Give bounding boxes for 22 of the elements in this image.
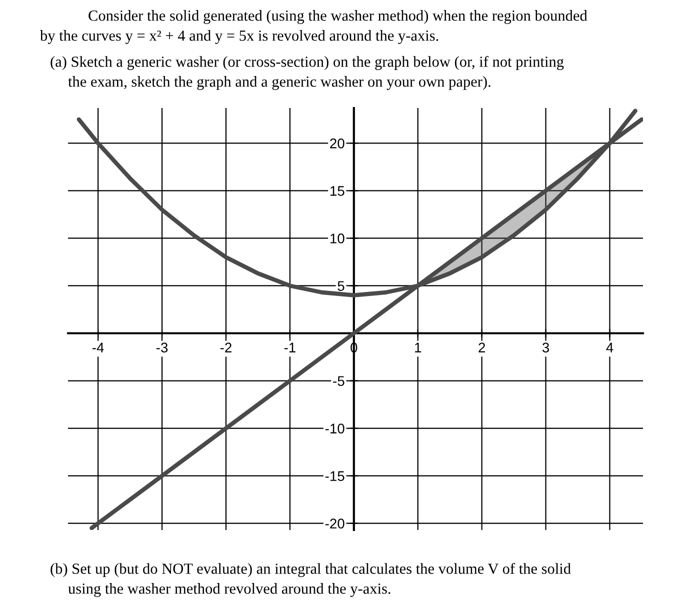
x-tick-label: 1 bbox=[415, 342, 422, 352]
y-tick-label: -10 bbox=[325, 424, 344, 434]
x-tick-label: 3 bbox=[542, 342, 550, 352]
text: by the curves y = x² + 4 and y = 5x is revolved around the y-axis. bbox=[40, 30, 438, 44]
y-tick-label: 5 bbox=[338, 281, 344, 291]
x-tick-label: -1 bbox=[284, 342, 296, 352]
x-tick-label: 4 bbox=[606, 342, 614, 352]
x-tick-label: -4 bbox=[92, 342, 104, 352]
y-tick-label: -5 bbox=[333, 376, 344, 386]
y-tick-label: -20 bbox=[325, 518, 344, 529]
text: using the washer method revolved around the y-axis. bbox=[68, 583, 390, 597]
y-tick-label: -15 bbox=[325, 471, 344, 481]
text: (b) Set up (but do NOT evaluate) an integral that calculates the volume V of the solid bbox=[50, 562, 571, 578]
text: Consider the solid generated (using the washer method) when the region bounded bbox=[88, 10, 588, 24]
x-tick-label: 2 bbox=[478, 342, 485, 352]
y-tick-label: 20 bbox=[330, 138, 344, 148]
text: the exam, sketch the graph and a generic washer on your own paper). bbox=[68, 76, 490, 90]
x-tick-label: -3 bbox=[156, 342, 168, 352]
y-tick-label: 15 bbox=[330, 186, 344, 196]
text: (a) Sketch a generic washer (or cross-section) on the graph below (or, if not printing bbox=[50, 56, 564, 70]
x-tick-label: -2 bbox=[220, 342, 232, 352]
y-tick-label: 10 bbox=[330, 234, 344, 244]
